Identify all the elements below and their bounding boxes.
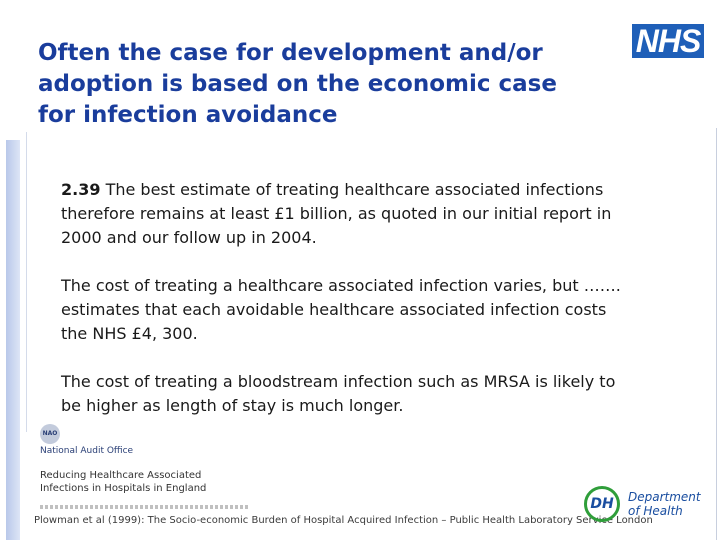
left-accent-line — [26, 132, 27, 432]
citation: Plowman et al (1999): The Socio-economic… — [34, 515, 653, 526]
nao-seal-logo: NAO — [40, 424, 60, 444]
nao-name: National Audit Office — [40, 446, 134, 456]
nhs-logo: NHS — [632, 24, 704, 58]
dh-logo-mark: DH — [584, 486, 620, 522]
slide-body: 2.39 The best estimate of treating healt… — [61, 178, 631, 442]
paragraph-3: The cost of treating a bloodstream infec… — [61, 372, 616, 415]
paragraph-1-text: The best estimate of treating healthcare… — [61, 180, 612, 247]
dh-line-1: Department — [628, 490, 701, 504]
report-cover-title: Reducing Healthcare Associated Infection… — [40, 469, 240, 495]
dh-logo-text: Department of Health — [628, 490, 718, 518]
left-accent-bar — [6, 140, 20, 540]
right-rule — [716, 128, 717, 540]
paragraph-number: 2.39 — [61, 180, 101, 199]
paragraph-2: The cost of treating a healthcare associ… — [61, 276, 621, 343]
slide-title: Often the case for development and/or ad… — [38, 40, 557, 128]
report-title-line-2: Infections in Hospitals in England — [40, 483, 207, 494]
report-fine-print — [40, 505, 250, 509]
report-title-line-1: Reducing Healthcare Associated — [40, 470, 202, 481]
dh-line-2: of Health — [628, 504, 683, 518]
paragraph-1: 2.39 The best estimate of treating healt… — [61, 178, 631, 250]
